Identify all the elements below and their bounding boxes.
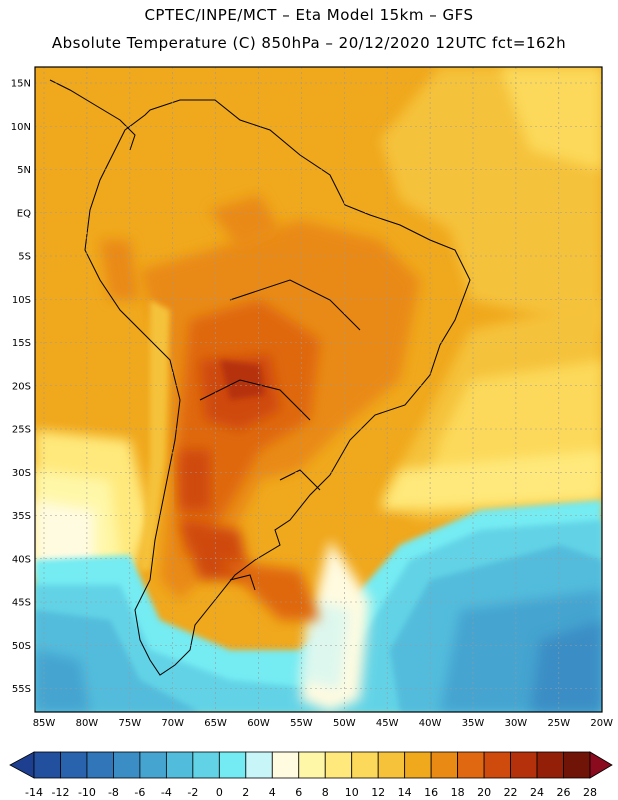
colorbar-tick-label: 8: [322, 786, 329, 799]
colorbar-segment: [192, 751, 220, 779]
colorbar-tick-label: -10: [78, 786, 96, 799]
map-frame: [34, 66, 603, 713]
colorbar-segment: [165, 751, 194, 779]
chart-title-line1: CPTEC/INPE/MCT – Eta Model 15km – GFS: [144, 6, 474, 24]
lon-tick-label: 60W: [247, 718, 270, 729]
colorbar-tick-label: -14: [25, 786, 43, 799]
colorbar-tick-label: 24: [530, 786, 544, 799]
colorbar-segment: [33, 751, 61, 779]
colorbar-tick-label: -12: [51, 786, 69, 799]
colorbar-segment: [245, 751, 273, 779]
lon-tick-label: 50W: [333, 718, 356, 729]
lon-tick-label: 20W: [590, 718, 613, 729]
lon-tick-label: 75W: [118, 718, 141, 729]
lat-tick-label: 5S: [18, 252, 31, 263]
lat-tick-label: 50S: [12, 641, 31, 652]
colorbar-segment: [324, 751, 353, 779]
colorbar-tick-label: 12: [371, 786, 385, 799]
lat-tick-label: 5N: [17, 165, 31, 176]
colorbar-segment: [60, 751, 88, 779]
colorbar-segment: [377, 751, 406, 779]
colorbar-segment: [404, 751, 432, 779]
colorbar-segment: [510, 751, 538, 779]
colorbar-left-arrow: [9, 751, 35, 779]
colorbar-tick-label: 20: [477, 786, 491, 799]
colorbar-tick-label: 6: [295, 786, 302, 799]
coastlines: [49, 79, 471, 676]
colorbar-segment: [563, 751, 591, 779]
colorbar-segment: [271, 751, 300, 779]
lon-tick-label: 85W: [33, 718, 56, 729]
lat-tick-label: 45S: [12, 598, 31, 609]
colorbar-right-arrow: [589, 751, 613, 779]
chart-title-line2: Absolute Temperature (C) 850hPa – 20/12/…: [51, 34, 567, 52]
colorbar-tick-label: 4: [269, 786, 276, 799]
lon-tick-label: 45W: [376, 718, 399, 729]
colorbar-tick-label: 2: [242, 786, 249, 799]
lon-tick-label: 35W: [462, 718, 485, 729]
lon-tick-label: 80W: [76, 718, 99, 729]
colorbar-segment: [298, 751, 326, 779]
colorbar-segment: [536, 751, 564, 779]
colorbar-segment: [430, 751, 459, 779]
lon-tick-label: 70W: [161, 718, 184, 729]
lat-tick-label: 10N: [11, 122, 31, 133]
colorbar-tick-label: 16: [424, 786, 438, 799]
colorbar-tick-label: -8: [108, 786, 119, 799]
lat-tick-label: 20S: [12, 381, 31, 392]
colorbar-tick-label: 28: [583, 786, 597, 799]
colorbar-segment: [351, 751, 379, 779]
colorbar-segment: [483, 751, 511, 779]
lon-tick-label: 55W: [290, 718, 313, 729]
lat-tick-label: 40S: [12, 554, 31, 565]
colorbar-tick-label: -2: [187, 786, 198, 799]
lat-tick-label: EQ: [17, 208, 31, 219]
lat-tick-label: 35S: [12, 511, 31, 522]
colorbar-segment: [218, 751, 247, 779]
lat-tick-label: 10S: [12, 295, 31, 306]
colorbar-segment: [457, 751, 485, 779]
colorbar-tick-label: 18: [451, 786, 465, 799]
colorbar-tick-label: 22: [504, 786, 518, 799]
colorbar-tick-label: -6: [134, 786, 145, 799]
colorbar-segment: [86, 751, 114, 779]
colorbar-segment: [139, 751, 167, 779]
lat-tick-label: 15N: [11, 79, 31, 90]
colorbar-tick-label: 14: [398, 786, 412, 799]
temperature-field: [35, 67, 602, 712]
lon-tick-label: 30W: [505, 718, 528, 729]
lat-tick-label: 30S: [12, 468, 31, 479]
lon-tick-label: 65W: [204, 718, 227, 729]
colorbar-segment: [113, 751, 141, 779]
colorbar-tick-label: -4: [161, 786, 172, 799]
colorbar-tick-label: 0: [216, 786, 223, 799]
lat-tick-label: 15S: [12, 338, 31, 349]
lon-tick-label: 40W: [419, 718, 442, 729]
lat-tick-label: 55S: [12, 684, 31, 695]
lat-tick-label: 25S: [12, 425, 31, 436]
colorbar-tick-label: 10: [345, 786, 359, 799]
colorbar-tick-label: 26: [557, 786, 571, 799]
lon-tick-label: 25W: [547, 718, 570, 729]
